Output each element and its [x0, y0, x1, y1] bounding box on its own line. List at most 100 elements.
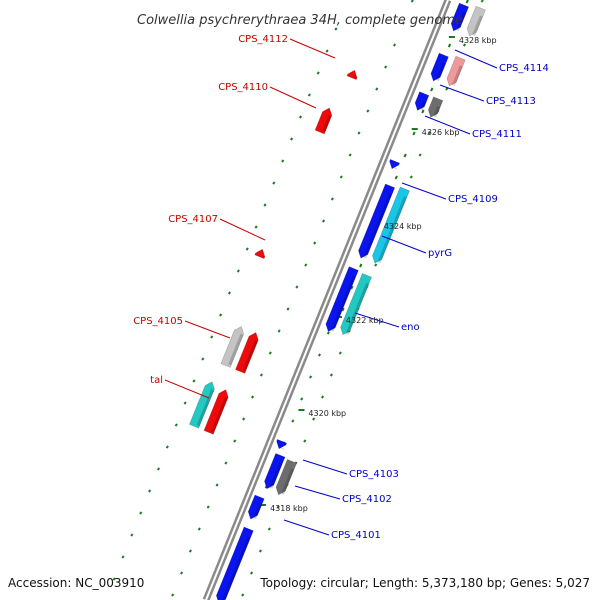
- gene-feature-shade: [253, 504, 262, 520]
- tick-mark: [171, 593, 175, 597]
- tick-mark: [462, 43, 467, 47]
- gene-feature: [430, 52, 449, 82]
- gene-feature-shade: [353, 76, 358, 79]
- gene-feature-body: [235, 332, 259, 374]
- tick-mark: [394, 175, 398, 180]
- tick-mark: [410, 0, 414, 3]
- tick-mark: [121, 555, 125, 559]
- gene-feature: [446, 55, 466, 87]
- tick-mark: [156, 467, 161, 471]
- gene-feature: [346, 69, 358, 80]
- tick-mark: [206, 505, 210, 509]
- tick-mark: [197, 527, 201, 531]
- tick-mark: [326, 331, 330, 335]
- leader-line: [294, 485, 341, 500]
- tick-mark: [480, 0, 484, 3]
- labels-layer: 4328 kbp 4326 kbp 4324 kbp 4322 kbp 4320 kbp…: [133, 34, 549, 541]
- leader-line: [424, 115, 471, 135]
- gene-feature-body: [446, 55, 466, 87]
- gene-feature-shade: [281, 468, 294, 495]
- tick-mark: [348, 153, 352, 157]
- tick-mark: [277, 329, 281, 333]
- gene-label: CPS_4112: [238, 34, 288, 45]
- gene-feature-shade: [345, 282, 369, 335]
- tick-mark: [321, 219, 326, 223]
- tick-mark: [445, 87, 449, 91]
- backbone: [202, 0, 452, 600]
- gene-label: pyrG: [428, 248, 452, 259]
- gene-feature: [325, 266, 359, 332]
- tick-mark: [313, 241, 317, 245]
- kbp-label: 4322 kbp: [346, 316, 384, 325]
- leader-line: [289, 38, 336, 59]
- leader-line: [269, 86, 317, 109]
- tick-mark: [290, 137, 294, 141]
- gene-feature-body: [203, 389, 229, 435]
- gene-feature: [427, 96, 444, 118]
- tick-mark: [219, 313, 223, 317]
- gene-feature-shade: [420, 100, 427, 111]
- gene-feature-body: [216, 526, 254, 600]
- tick-mark: [215, 483, 219, 487]
- tick-mark: [465, 0, 469, 4]
- tick-mark: [281, 159, 285, 163]
- gene-feature-body: [276, 439, 288, 450]
- gene-feature-body: [189, 381, 215, 429]
- tick-mark: [359, 263, 363, 268]
- tick-mark: [242, 417, 246, 421]
- tick-mark: [179, 571, 184, 575]
- tick-mark: [317, 353, 322, 357]
- gene-feature-body: [450, 2, 470, 32]
- tick-mark: [341, 307, 345, 312]
- gene-feature: [254, 248, 266, 259]
- tick-mark: [286, 307, 290, 311]
- gene-feature-shade: [269, 462, 283, 489]
- accession-text: Accession: NC_003910: [8, 576, 144, 590]
- tick-mark: [325, 49, 329, 53]
- leader-line: [401, 182, 447, 200]
- gene-feature-shade: [433, 105, 441, 118]
- gene-label: CPS_4110: [218, 82, 268, 93]
- tick-mark: [334, 27, 338, 31]
- gene-feature-body: [325, 266, 359, 332]
- gene-feature-body: [372, 186, 410, 264]
- gene-feature-shade: [211, 396, 228, 433]
- tick-mark: [447, 43, 452, 48]
- gene-feature: [276, 439, 288, 450]
- gene-feature-body: [247, 494, 265, 520]
- gene-feature-shade: [363, 193, 393, 259]
- gene-feature: [220, 326, 245, 368]
- gene-label: tal: [150, 375, 163, 386]
- tick-mark: [320, 395, 325, 399]
- tick-mark: [254, 225, 258, 229]
- gene-feature-body: [430, 52, 449, 82]
- gene-feature-body: [264, 453, 286, 490]
- gene-feature-shade: [322, 115, 332, 133]
- tick-mark: [421, 109, 425, 114]
- tick-mark: [418, 153, 422, 157]
- gene-feature-shade: [377, 196, 407, 264]
- tick-mark: [250, 395, 255, 399]
- gene-feature-shade: [435, 62, 446, 81]
- gene-feature-shade: [451, 65, 463, 86]
- tick-mark: [392, 43, 397, 47]
- tick-mark: [409, 175, 413, 179]
- gene-feature-body: [314, 107, 333, 135]
- tick-mark: [403, 153, 407, 158]
- gene-feature-shade: [261, 255, 265, 258]
- tick-mark: [268, 351, 272, 355]
- tick-mark: [338, 351, 342, 355]
- tick-mark: [272, 181, 276, 185]
- tick-mark: [192, 379, 196, 383]
- gene-feature-body: [358, 183, 396, 259]
- gene-feature: [340, 273, 372, 336]
- tick-mark: [303, 439, 307, 443]
- tick-mark: [258, 549, 262, 553]
- kbp-label: 4326 kbp: [422, 128, 460, 137]
- tick-mark: [330, 197, 334, 201]
- tick-mark: [312, 417, 316, 421]
- tick-mark: [165, 445, 169, 449]
- tick-mark: [374, 263, 378, 267]
